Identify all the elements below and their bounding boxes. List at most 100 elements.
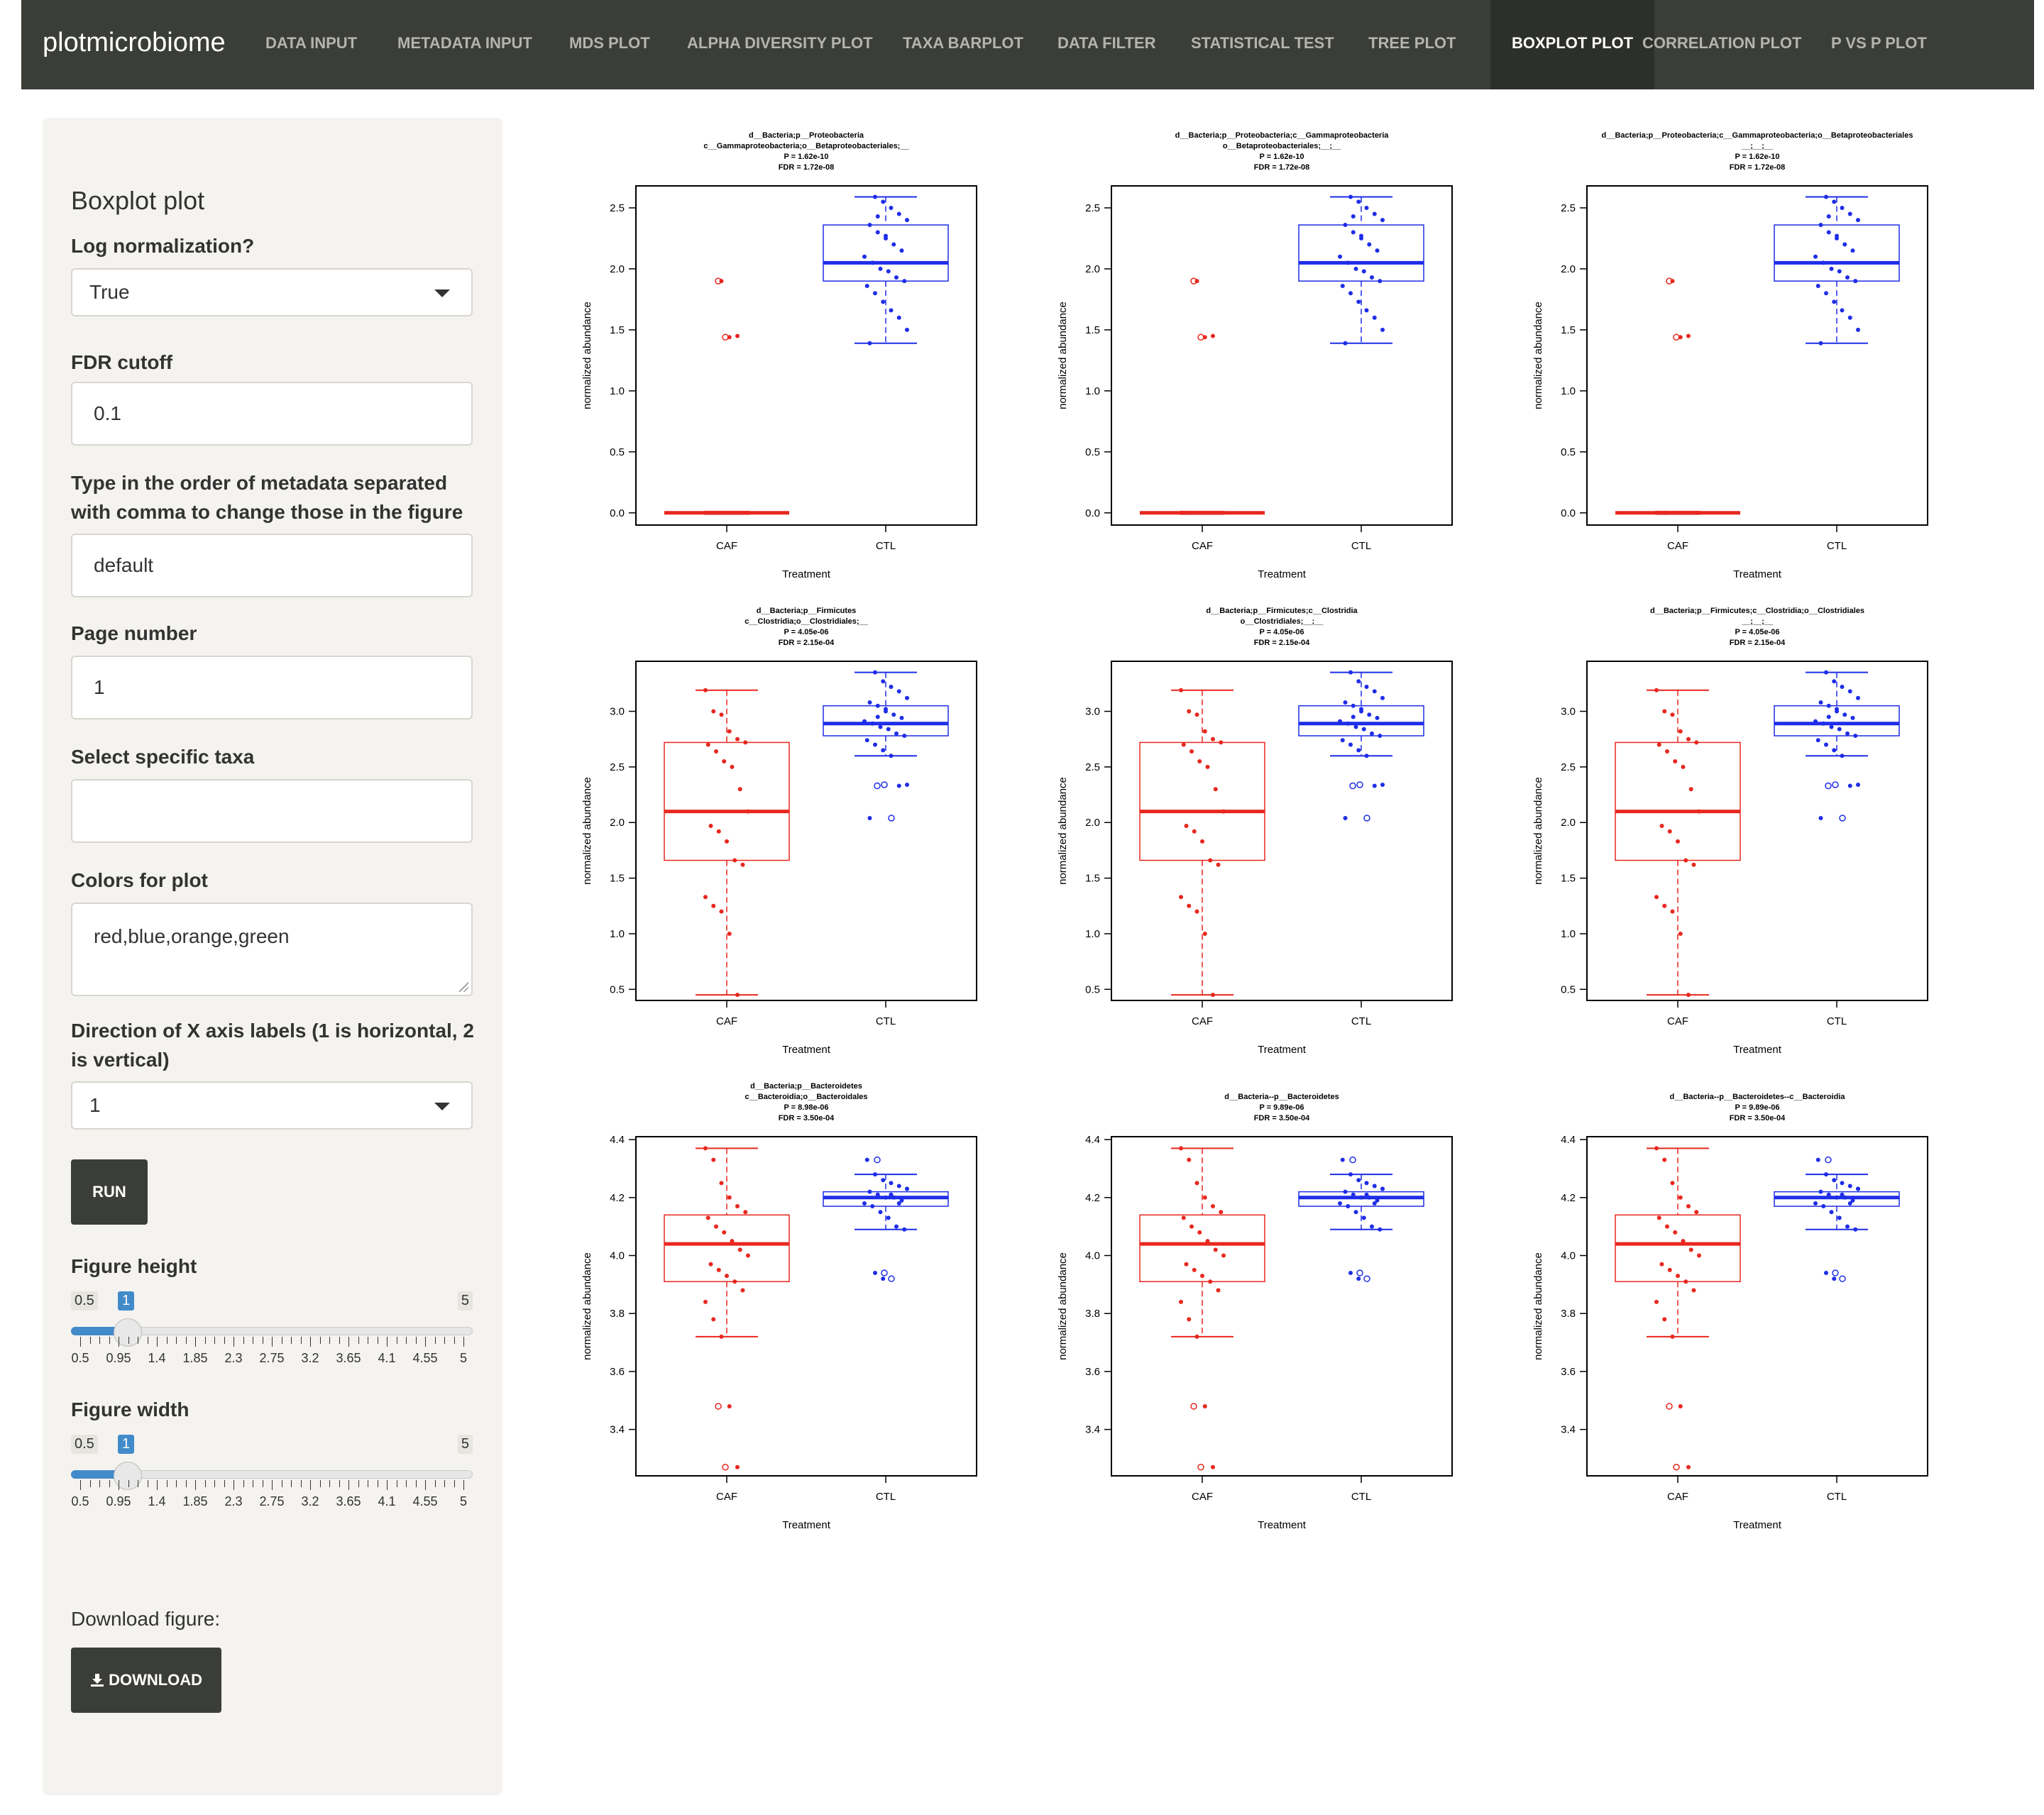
y-axis-label: normalized abundance <box>1532 302 1544 409</box>
data-point <box>878 266 883 271</box>
chart-title-line: d__Bacteria--p__Bacteroidetes--c__Bacter… <box>1669 1093 1845 1101</box>
tab-correlation-plot[interactable]: CORRELATION PLOT <box>1642 34 1802 52</box>
page-number-input[interactable]: 1 <box>71 656 473 719</box>
data-point <box>714 749 718 754</box>
download-button[interactable]: DOWNLOAD <box>71 1648 221 1713</box>
tab-alpha-diversity-plot[interactable]: ALPHA DIVERSITY PLOT <box>687 34 873 52</box>
data-point <box>1181 1215 1186 1220</box>
data-point <box>1197 1230 1202 1235</box>
data-point <box>740 862 745 867</box>
y-axis-label: normalized abundance <box>1057 1252 1069 1360</box>
box-iqr <box>1615 1214 1741 1283</box>
tab-mds-plot[interactable]: MDS PLOT <box>569 34 650 52</box>
app-brand[interactable]: plotmicrobiome <box>43 28 226 57</box>
chart-title-line: o__Clostridiales;__;__ <box>1240 617 1324 626</box>
data-point <box>899 1198 904 1203</box>
tab-data-input[interactable]: DATA INPUT <box>265 34 358 52</box>
x-tick-label: CTL <box>876 1491 896 1503</box>
data-point <box>1850 1198 1855 1203</box>
x-tick-label: CTL <box>1827 1015 1847 1027</box>
slider-tick <box>109 1337 110 1344</box>
slider-handle[interactable] <box>114 1462 142 1490</box>
data-point <box>896 783 901 788</box>
resize-handle-icon[interactable] <box>458 982 468 992</box>
data-point <box>714 1224 718 1229</box>
log-normalization-select[interactable]: True <box>71 268 473 316</box>
data-point <box>886 269 891 274</box>
data-point <box>870 260 875 265</box>
y-tick-label: 2.5 <box>610 202 625 214</box>
tab-taxa-barplot[interactable]: TAXA BARPLOT <box>903 34 1023 52</box>
data-point <box>884 233 888 238</box>
data-point <box>862 254 867 259</box>
data-point <box>1840 205 1845 210</box>
chart-title-line: d__Bacteria;p__Proteobacteria;c__Gammapr… <box>1175 131 1389 140</box>
chevron-down-icon <box>434 1103 450 1110</box>
slider-tick <box>319 1480 321 1487</box>
data-point <box>881 1178 886 1183</box>
data-point <box>1179 688 1183 693</box>
tab-boxplot-plot[interactable]: BOXPLOT PLOT <box>1490 0 1655 89</box>
data-point <box>1216 862 1221 867</box>
data-point <box>1853 734 1858 739</box>
slider-tick <box>185 1337 187 1344</box>
slider-tick-label: 2.75 <box>259 1351 285 1365</box>
data-point <box>881 299 886 304</box>
slider-tick <box>434 1337 436 1344</box>
tab-p-vs-p-plot[interactable]: P VS P PLOT <box>1831 34 1927 52</box>
data-point <box>1673 759 1678 764</box>
chart-title-line: d__Bacteria;p__Firmicutes <box>756 607 857 615</box>
y-tick-label: 0.5 <box>1561 446 1576 458</box>
data-point <box>1356 1178 1361 1183</box>
data-point <box>727 729 732 734</box>
data-point <box>703 510 708 515</box>
x-tick-label: CAF <box>1667 540 1688 552</box>
data-point <box>1678 1403 1683 1408</box>
figure-width-slider[interactable]: 0.5 5 1 0.5 0.95 1.4 1.85 2.3 2.75 3.2 3.65 4.1 4… <box>71 1435 473 1513</box>
slider-tick-label: 2.3 <box>224 1494 243 1508</box>
run-button[interactable]: RUN <box>71 1159 148 1225</box>
y-tick-label: 3.6 <box>1085 1366 1100 1378</box>
data-point <box>711 1317 716 1322</box>
metadata-order-input[interactable]: default <box>71 534 473 597</box>
data-point <box>1351 703 1356 708</box>
data-point <box>1847 1184 1852 1188</box>
data-point <box>1826 715 1831 719</box>
slider-tick <box>89 1480 91 1487</box>
slider-handle[interactable] <box>114 1318 142 1347</box>
fdr-cutoff-input[interactable]: 0.1 <box>71 382 473 446</box>
data-point <box>1205 1239 1210 1244</box>
data-point <box>1348 1172 1353 1177</box>
boxplot-canvas: 3.4 3.6 3.8 4.0 4.2 4.4 normalized abundance CA… <box>1532 1134 1928 1531</box>
tab-metadata-input[interactable]: METADATA INPUT <box>397 34 532 52</box>
data-point <box>864 738 869 743</box>
data-point <box>1818 341 1823 346</box>
slider-tick <box>157 1480 158 1490</box>
data-point <box>1845 731 1850 736</box>
data-point <box>1654 895 1659 900</box>
slider-tick <box>185 1480 187 1487</box>
y-tick-label: 1.0 <box>1561 928 1576 940</box>
data-point <box>1842 1195 1847 1200</box>
data-point <box>703 895 708 900</box>
data-point <box>735 737 740 741</box>
data-point <box>1200 839 1204 844</box>
data-point <box>1856 218 1860 223</box>
y-tick-label: 1.0 <box>1085 928 1100 940</box>
tab-tree-plot[interactable]: TREE PLOT <box>1368 34 1456 52</box>
data-point <box>732 510 737 515</box>
data-point <box>1359 1195 1363 1200</box>
data-point <box>1372 689 1377 694</box>
box-iqr <box>1774 705 1900 737</box>
x-label-direction-select[interactable]: 1 <box>71 1081 473 1130</box>
figure-height-slider[interactable]: 0.5 5 1 0.5 0.95 1.4 1.85 2.3 2.75 3.2 3.65 4.1 4… <box>71 1291 473 1369</box>
tab-statistical-test[interactable]: STATISTICAL TEST <box>1191 34 1334 52</box>
data-point <box>899 715 904 720</box>
data-point <box>1187 1157 1192 1162</box>
slider-tick <box>444 1337 445 1344</box>
tab-data-filter[interactable]: DATA FILTER <box>1057 34 1156 52</box>
slider-tick <box>415 1337 417 1344</box>
plot-colors-textarea[interactable]: red,blue,orange,green <box>71 903 473 996</box>
data-point <box>1187 510 1192 515</box>
specific-taxa-input[interactable] <box>71 779 473 843</box>
